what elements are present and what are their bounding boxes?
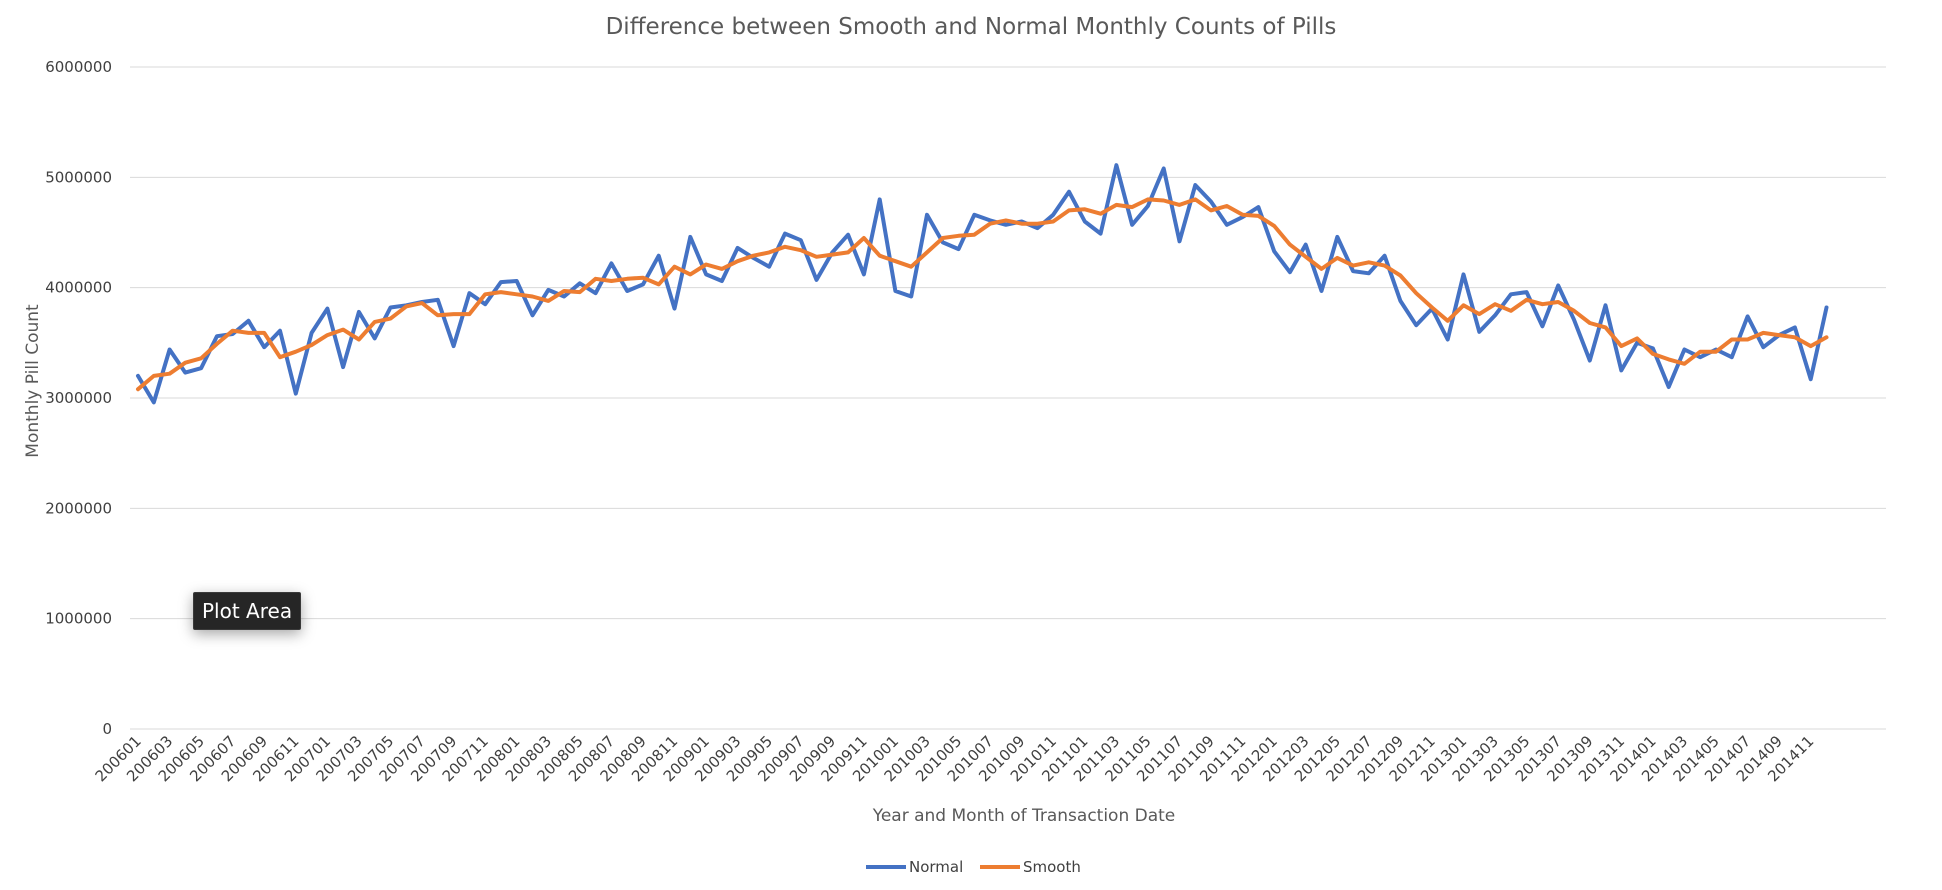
y-tick-label: 0: [102, 720, 112, 738]
chart-title: Difference between Smooth and Normal Mon…: [606, 14, 1337, 40]
y-axis-label: Monthly Pill Count: [23, 304, 43, 458]
x-axis-ticks: 2006012006032006052006072006092006112007…: [92, 732, 1818, 785]
legend-label-normal[interactable]: Normal: [909, 858, 963, 876]
y-tick-label: 6000000: [45, 58, 112, 76]
legend[interactable]: Normal Smooth: [866, 858, 1081, 876]
series-line-normal[interactable]: [136, 163, 1829, 405]
plot-area-tooltip: Plot Area: [193, 592, 302, 630]
y-tick-label: 2000000: [45, 499, 112, 517]
y-axis-ticks: 0 1000000 2000000 3000000 4000000 5000000 6000…: [45, 58, 112, 738]
y-tick-label: 3000000: [45, 389, 112, 407]
y-tick-label: 5000000: [45, 168, 112, 186]
y-tick-label: 1000000: [45, 610, 112, 628]
y-tick-label: 4000000: [45, 279, 112, 297]
series-lines[interactable]: [136, 163, 1829, 405]
legend-label-smooth[interactable]: Smooth: [1023, 858, 1081, 876]
x-axis-label: Year and Month of Transaction Date: [872, 806, 1176, 826]
gridlines: [130, 66, 1886, 730]
series-line-smooth[interactable]: [136, 197, 1829, 392]
